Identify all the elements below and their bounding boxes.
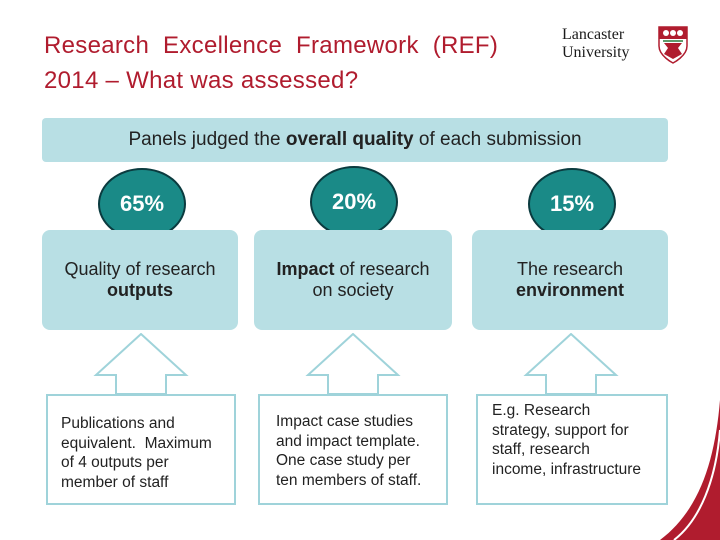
detail-line: strategy, support for	[492, 421, 629, 439]
pillar-impact-line-2: on society	[312, 280, 394, 300]
pillar-environment-line-1: The research	[516, 259, 624, 279]
slide-title-line-2: 2014 – What was assessed?	[44, 67, 359, 94]
overall-quality-banner: Panels judged the overall quality of eac…	[42, 118, 668, 162]
detail-impact: Impact case studies and impact template.…	[258, 394, 448, 505]
detail-line: equivalent. Maximum	[61, 434, 212, 452]
pillar-impact-line-1: Impact of research	[276, 259, 430, 279]
slide-title: Research Excellence Framework (REF) 2014…	[44, 28, 544, 98]
arrow-up-icon	[93, 333, 189, 395]
pillar-environment: The research environment	[472, 230, 668, 330]
pillar-outputs-line-2: outputs	[107, 280, 173, 300]
outputs-weight-circle: 65%	[98, 168, 186, 240]
detail-line: One case study per	[276, 452, 411, 469]
detail-outputs: Publications and equivalent. Maximum of …	[46, 394, 236, 505]
pillar-outputs: Quality of research outputs	[42, 230, 238, 330]
pillar-environment-line-2: environment	[515, 280, 625, 300]
detail-line: of 4 outputs per	[61, 454, 169, 471]
corner-decoration	[660, 400, 720, 540]
pillar-outputs-line-1: Quality of research	[64, 259, 216, 279]
logo-line-1: Lancaster	[562, 26, 625, 43]
logo-wordmark: Lancaster University	[562, 26, 630, 62]
detail-line: Impact case studies	[276, 413, 413, 430]
detail-line: E.g. Research	[492, 402, 591, 419]
detail-line: member of staff	[61, 473, 169, 491]
detail-line: Publications and	[61, 415, 175, 432]
lancaster-university-logo: Lancaster University	[562, 26, 692, 68]
detail-line: ten members of staff.	[276, 471, 422, 489]
banner-text: Panels judged the overall quality of eac…	[128, 129, 582, 150]
impact-weight-circle: 20%	[310, 166, 398, 238]
slide-title-line-1: Research Excellence Framework (REF)	[44, 32, 499, 59]
detail-environment: E.g. Research strategy, support for staf…	[476, 394, 668, 505]
detail-line: staff, research	[492, 441, 590, 458]
logo-line-2: University	[562, 44, 630, 61]
arrow-up-icon	[305, 333, 401, 395]
university-crest-icon	[658, 26, 688, 64]
pillar-impact: Impact of research on society	[254, 230, 452, 330]
detail-line: income, infrastructure	[492, 460, 642, 478]
detail-line: and impact template.	[276, 432, 420, 450]
arrow-up-icon	[523, 333, 619, 395]
